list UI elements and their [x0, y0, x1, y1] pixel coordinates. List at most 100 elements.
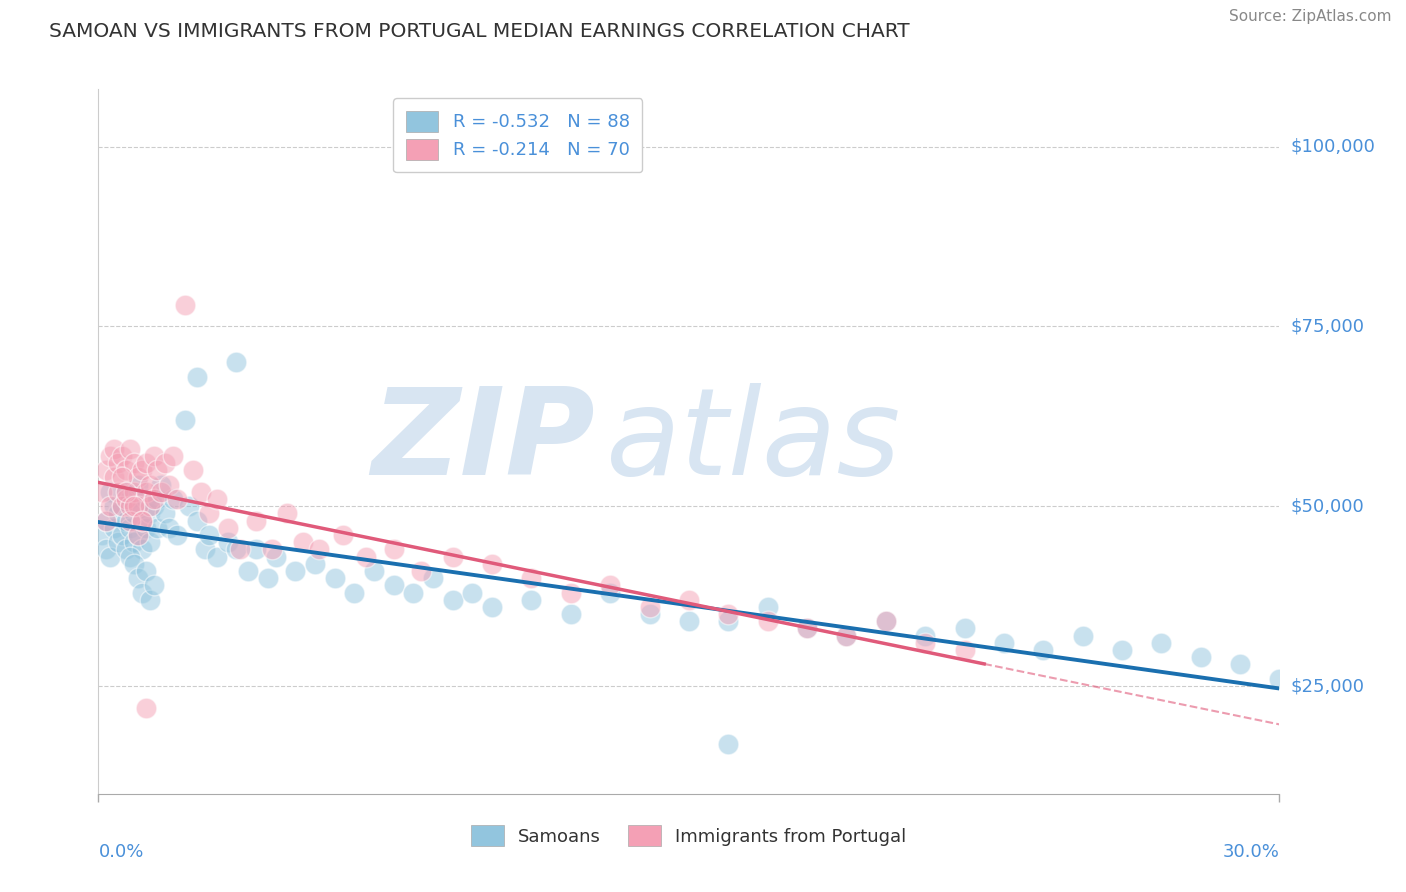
Point [1071, 629, 1094, 643]
Point [177, 500, 200, 514]
Point [135, 700, 157, 714]
Point [115, 484, 138, 499]
Point [103, 442, 125, 456]
Point [107, 535, 129, 549]
Point [678, 592, 700, 607]
Point [115, 463, 138, 477]
Point [197, 507, 219, 521]
Point [276, 507, 298, 521]
Point [115, 484, 138, 499]
Point [122, 484, 145, 499]
Point [118, 549, 141, 564]
Point [560, 607, 582, 621]
Point [1229, 657, 1251, 672]
Point [157, 477, 180, 491]
Point [756, 599, 779, 614]
Point [107, 456, 129, 470]
Point [146, 491, 169, 506]
Point [127, 528, 149, 542]
Point [284, 564, 307, 578]
Point [127, 500, 149, 514]
Point [135, 491, 157, 506]
Point [166, 491, 188, 506]
Point [197, 528, 219, 542]
Point [96, 463, 118, 477]
Point [217, 521, 239, 535]
Point [835, 629, 858, 643]
Point [122, 456, 145, 470]
Point [118, 521, 141, 535]
Point [190, 484, 212, 499]
Point [103, 521, 125, 535]
Text: 0.0%: 0.0% [98, 843, 143, 861]
Point [96, 514, 118, 528]
Point [142, 500, 165, 514]
Point [638, 599, 661, 614]
Point [205, 549, 228, 564]
Point [1189, 650, 1212, 665]
Point [107, 507, 129, 521]
Point [107, 484, 129, 499]
Point [138, 500, 160, 514]
Text: $100,000: $100,000 [1291, 137, 1375, 156]
Point [115, 514, 138, 528]
Point [717, 607, 740, 621]
Point [875, 615, 897, 629]
Point [115, 491, 138, 506]
Point [146, 463, 169, 477]
Point [308, 542, 330, 557]
Point [520, 571, 543, 585]
Point [796, 622, 818, 636]
Point [138, 477, 160, 491]
Point [131, 542, 153, 557]
Point [638, 607, 661, 621]
Point [135, 484, 157, 499]
Point [236, 564, 259, 578]
Point [599, 585, 621, 599]
Point [122, 500, 145, 514]
Point [382, 578, 405, 592]
Point [98, 549, 121, 564]
Point [127, 500, 149, 514]
Point [131, 585, 153, 599]
Text: ZIP: ZIP [371, 383, 595, 500]
Text: $50,000: $50,000 [1291, 497, 1364, 516]
Point [914, 636, 936, 650]
Point [194, 542, 217, 557]
Point [205, 491, 228, 506]
Point [142, 449, 165, 463]
Point [717, 737, 740, 751]
Point [461, 585, 484, 599]
Point [131, 514, 153, 528]
Point [118, 442, 141, 456]
Point [135, 521, 157, 535]
Point [1268, 672, 1291, 686]
Point [914, 629, 936, 643]
Point [150, 484, 173, 499]
Point [599, 578, 621, 592]
Point [174, 298, 197, 312]
Point [186, 514, 208, 528]
Point [111, 470, 134, 484]
Point [756, 615, 779, 629]
Text: atlas: atlas [606, 383, 901, 500]
Point [138, 507, 160, 521]
Point [343, 585, 366, 599]
Point [135, 456, 157, 470]
Point [796, 622, 818, 636]
Point [127, 477, 149, 491]
Point [993, 636, 1015, 650]
Point [118, 491, 141, 506]
Point [142, 578, 165, 592]
Point [560, 585, 582, 599]
Point [953, 622, 976, 636]
Point [111, 500, 134, 514]
Point [146, 521, 169, 535]
Point [260, 542, 283, 557]
Point [91, 528, 114, 542]
Point [441, 549, 464, 564]
Point [481, 557, 503, 571]
Point [520, 592, 543, 607]
Point [98, 484, 121, 499]
Point [91, 484, 114, 499]
